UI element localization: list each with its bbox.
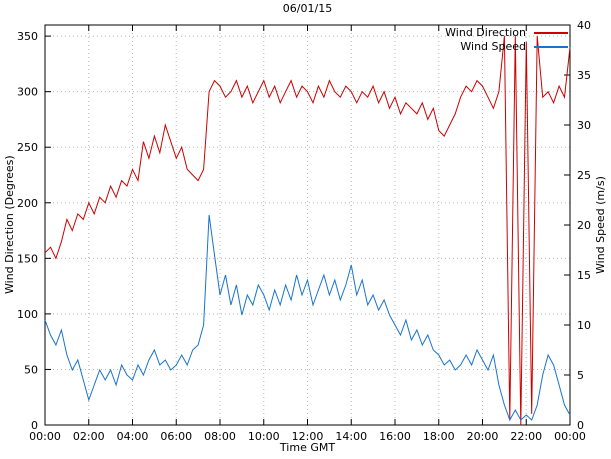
x-axis-label: Time GMT <box>279 441 336 454</box>
svg-text:200: 200 <box>17 197 38 210</box>
svg-text:20:00: 20:00 <box>467 430 499 443</box>
svg-text:10:00: 10:00 <box>248 430 280 443</box>
svg-text:0: 0 <box>31 419 38 432</box>
svg-text:15: 15 <box>577 269 591 282</box>
svg-text:5: 5 <box>577 369 584 382</box>
svg-text:00:00: 00:00 <box>554 430 586 443</box>
svg-text:18:00: 18:00 <box>423 430 455 443</box>
svg-text:300: 300 <box>17 86 38 99</box>
svg-text:06:00: 06:00 <box>160 430 192 443</box>
svg-text:22:00: 22:00 <box>510 430 542 443</box>
svg-text:04:00: 04:00 <box>117 430 149 443</box>
svg-text:0: 0 <box>577 419 584 432</box>
svg-text:25: 25 <box>577 169 591 182</box>
y-axis-label-left: Wind Direction (Degrees) <box>3 155 16 295</box>
svg-text:20: 20 <box>577 219 591 232</box>
y-axis-label-right: Wind Speed (m/s) <box>594 176 607 274</box>
svg-text:50: 50 <box>24 363 38 376</box>
svg-text:40: 40 <box>577 19 591 32</box>
legend: Wind Direction Wind Speed <box>0 26 568 53</box>
wind-direction-line-swatch <box>534 31 568 34</box>
svg-text:00:00: 00:00 <box>29 430 61 443</box>
svg-text:12:00: 12:00 <box>292 430 324 443</box>
wind-speed-line-swatch <box>534 45 568 48</box>
legend-item-wind-direction: Wind Direction <box>445 26 568 39</box>
svg-text:35: 35 <box>577 69 591 82</box>
svg-text:02:00: 02:00 <box>73 430 105 443</box>
svg-text:100: 100 <box>17 308 38 321</box>
svg-text:16:00: 16:00 <box>379 430 411 443</box>
svg-text:150: 150 <box>17 252 38 265</box>
chart-title: 06/01/15 <box>282 2 333 15</box>
svg-text:250: 250 <box>17 141 38 154</box>
legend-label-wind-direction: Wind Direction <box>445 26 526 39</box>
svg-text:08:00: 08:00 <box>204 430 236 443</box>
svg-text:10: 10 <box>577 319 591 332</box>
svg-text:14:00: 14:00 <box>335 430 367 443</box>
legend-label-wind-speed: Wind Speed <box>460 40 526 53</box>
svg-text:350: 350 <box>17 30 38 43</box>
legend-item-wind-speed: Wind Speed <box>460 40 568 53</box>
svg-text:30: 30 <box>577 119 591 132</box>
